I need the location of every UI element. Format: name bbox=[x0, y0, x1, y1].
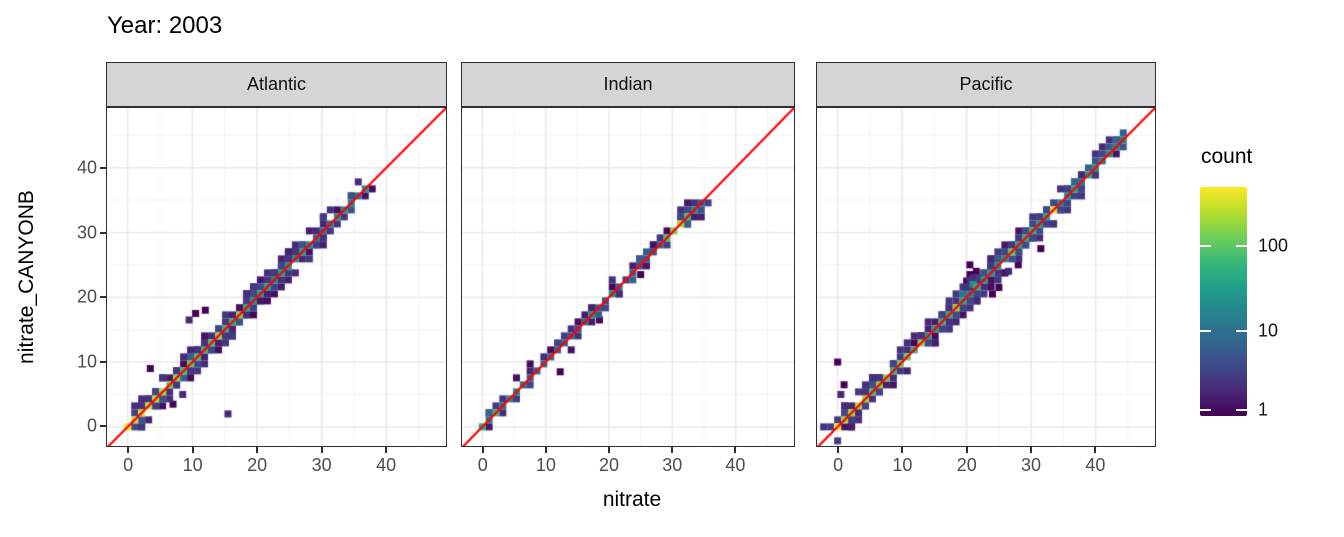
x-axis-tick-label: 40 bbox=[1085, 455, 1106, 475]
legend-tick-mark bbox=[1200, 329, 1211, 332]
x-axis-tick-mark bbox=[901, 447, 904, 453]
x-axis-tick-label: 10 bbox=[182, 455, 203, 475]
x-axis-tick-mark bbox=[385, 447, 388, 453]
x-axis-tick-label: 10 bbox=[892, 455, 913, 475]
x-axis-tick-label: 0 bbox=[833, 455, 844, 475]
legend-tick-label: 1 bbox=[1258, 399, 1269, 420]
x-axis-tick-mark bbox=[734, 447, 737, 453]
x-axis-tick-label: 20 bbox=[599, 455, 620, 475]
facet-panel-indian bbox=[461, 107, 795, 447]
x-axis-tick-mark bbox=[608, 447, 611, 453]
facet-panel-pacific bbox=[816, 107, 1156, 447]
facet-strip-label: Indian bbox=[603, 74, 653, 94]
y-axis-tick-mark bbox=[100, 360, 106, 363]
x-axis-tick-mark bbox=[191, 447, 194, 453]
facet-panel-canvas-indian bbox=[462, 108, 794, 446]
x-axis-tick-label: 10 bbox=[535, 455, 556, 475]
legend-tick-label: 10 bbox=[1258, 320, 1279, 341]
facet-panel-canvas-pacific bbox=[817, 108, 1155, 446]
x-axis-tick-mark bbox=[544, 447, 547, 453]
x-axis-tick-mark bbox=[965, 447, 968, 453]
y-axis-tick-mark bbox=[100, 231, 106, 234]
x-axis-tick-label: 0 bbox=[477, 455, 488, 475]
y-axis-tick-label: 20 bbox=[76, 286, 97, 307]
x-axis-tick-mark bbox=[256, 447, 259, 453]
x-axis-tick-mark bbox=[837, 447, 840, 453]
y-axis-tick-label: 0 bbox=[86, 415, 97, 436]
y-axis-tick-label: 40 bbox=[76, 157, 97, 178]
x-axis-tick-label: 30 bbox=[662, 455, 683, 475]
facet-strip-label: Pacific bbox=[959, 74, 1013, 94]
x-axis-tick-label: 40 bbox=[725, 455, 746, 475]
x-axis-tick-mark bbox=[671, 447, 674, 453]
x-axis-tick-label: 30 bbox=[1021, 455, 1042, 475]
x-axis-tick-label: 30 bbox=[311, 455, 332, 475]
x-axis-tick-mark bbox=[1030, 447, 1033, 453]
legend-colorbar bbox=[1200, 187, 1247, 416]
facet-strip-atlantic: Atlantic bbox=[106, 62, 447, 107]
y-axis-tick-label: 30 bbox=[76, 222, 97, 243]
facet-panel-canvas-atlantic bbox=[107, 108, 446, 446]
y-axis-tick-label: 10 bbox=[76, 351, 97, 372]
plot-title: Year: 2003 bbox=[107, 12, 223, 39]
legend-tick-mark bbox=[1236, 245, 1247, 248]
facet-strip-pacific: Pacific bbox=[816, 62, 1156, 107]
legend-tick-mark bbox=[1200, 409, 1211, 412]
legend-tick-mark bbox=[1236, 409, 1247, 412]
x-axis-tick-mark bbox=[127, 447, 130, 453]
x-axis-tick-mark bbox=[320, 447, 323, 453]
x-axis-title: nitrate bbox=[602, 488, 662, 511]
legend-title: count bbox=[1201, 145, 1253, 168]
facet-strip-indian: Indian bbox=[461, 62, 795, 107]
y-axis-title: nitrate_CANYONB bbox=[15, 190, 38, 364]
x-axis-tick-label: 20 bbox=[247, 455, 268, 475]
y-axis-tick-mark bbox=[100, 296, 106, 299]
facet-strip-label: Atlantic bbox=[246, 74, 307, 94]
x-axis-tick-mark bbox=[1094, 447, 1097, 453]
x-axis-tick-label: 20 bbox=[956, 455, 977, 475]
legend-tick-mark bbox=[1200, 245, 1211, 248]
x-axis-tick-mark bbox=[481, 447, 484, 453]
y-axis-tick-mark bbox=[100, 166, 106, 169]
x-axis-tick-label: 40 bbox=[376, 455, 397, 475]
legend-tick-label: 100 bbox=[1258, 235, 1289, 256]
legend-tick-mark bbox=[1236, 329, 1247, 332]
y-axis-tick-mark bbox=[100, 425, 106, 428]
x-axis-tick-label: 0 bbox=[123, 455, 134, 475]
facet-panel-atlantic bbox=[106, 107, 447, 447]
